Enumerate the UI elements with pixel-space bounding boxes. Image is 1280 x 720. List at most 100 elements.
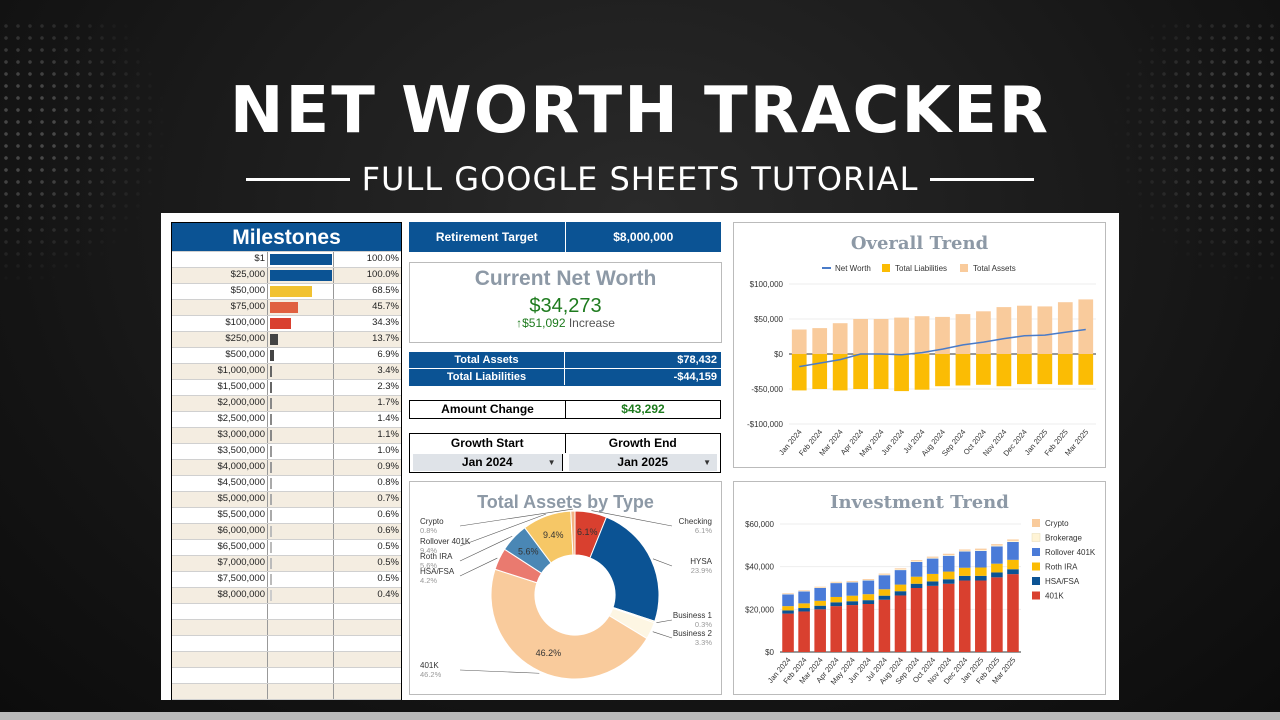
bar-brokerage xyxy=(942,554,955,556)
milestone-percent: 2.3% xyxy=(377,381,399,392)
bar-brokerage xyxy=(975,549,987,551)
bar-total-assets xyxy=(1016,305,1032,354)
amount-change-value: $43,292 xyxy=(621,402,665,416)
milestone-progress-bar xyxy=(270,510,272,521)
bar-roth-ira xyxy=(991,563,1003,573)
milestone-amount: $1 xyxy=(172,252,268,267)
milestone-row: $5,500,000 0.6% xyxy=(172,507,401,523)
milestone-progress xyxy=(268,444,334,459)
milestone-amount xyxy=(172,684,268,699)
growth-start-label: Growth Start xyxy=(410,434,566,453)
leader-line xyxy=(459,508,573,527)
y-tick-label: $60,000 xyxy=(745,520,774,529)
milestone-row: $1,000,000 3.4% xyxy=(172,363,401,379)
y-tick-label: $0 xyxy=(774,350,783,359)
milestone-percent: 100.0% xyxy=(366,253,399,264)
bar-hsa-fsa xyxy=(878,595,891,600)
bar-401k xyxy=(958,580,971,652)
bar-brokerage xyxy=(862,579,875,581)
legend-label: Brokerage xyxy=(1045,534,1082,543)
milestones-rows: $1 100.0% $25,000 100.0% $50,000 68.5% $75,000… xyxy=(172,251,401,700)
bar-crypto xyxy=(894,568,907,570)
milestone-row: $2,000,000 1.7% xyxy=(172,395,401,411)
milestone-progress-bar xyxy=(270,558,272,569)
bar-hsa-fsa xyxy=(846,601,859,606)
milestone-progress xyxy=(268,396,334,411)
milestone-progress xyxy=(268,556,334,571)
bottom-strip xyxy=(0,712,1280,720)
milestone-progress xyxy=(268,284,334,299)
milestone-amount: $1,500,000 xyxy=(172,380,268,395)
bar-rollover-401k xyxy=(1007,541,1019,560)
bar-total-assets xyxy=(832,323,848,354)
milestone-progress-bar xyxy=(270,526,272,537)
bar-total-assets xyxy=(873,319,889,354)
bar-401k xyxy=(894,595,907,652)
slice-pct-label: 4.2% xyxy=(420,576,437,585)
milestone-amount xyxy=(172,668,268,683)
milestone-progress-bar xyxy=(270,414,272,425)
bar-rollover-401k xyxy=(942,555,955,572)
milestone-percent: 34.3% xyxy=(372,317,399,328)
milestone-percent xyxy=(334,604,401,619)
bar-crypto xyxy=(910,560,923,562)
milestone-percent: 1.1% xyxy=(377,429,399,440)
milestone-progress xyxy=(268,588,334,603)
slice-pct-label: 5.6% xyxy=(420,561,437,570)
milestone-progress xyxy=(268,668,334,683)
milestone-progress xyxy=(268,268,334,283)
bar-hsa-fsa xyxy=(910,583,923,588)
milestone-row: $3,500,000 1.0% xyxy=(172,443,401,459)
milestone-percent: 0.7% xyxy=(377,493,399,504)
bar-crypto xyxy=(975,548,987,550)
y-tick-label: $20,000 xyxy=(745,605,774,614)
legend-label: Rollover 401K xyxy=(1045,548,1096,557)
totals-box: Total Assets $78,432 Total Liabilities -… xyxy=(409,352,721,386)
milestone-row: $75,000 45.7% xyxy=(172,299,401,315)
bar-401k xyxy=(798,611,810,652)
milestone-progress-bar xyxy=(270,574,272,585)
chevron-down-icon: ▼ xyxy=(547,458,556,467)
bar-401k xyxy=(814,609,826,652)
bar-hsa-fsa xyxy=(991,572,1003,578)
legend-label: Total Assets xyxy=(973,264,1016,273)
milestone-progress-bar xyxy=(270,270,332,281)
leader-line xyxy=(459,557,498,577)
milestone-row: $250,000 13.7% xyxy=(172,331,401,347)
milestone-progress-bar xyxy=(270,462,272,473)
arrow-up-icon: ↑ xyxy=(516,316,523,330)
milestone-amount: $2,000,000 xyxy=(172,396,268,411)
bar-hsa-fsa xyxy=(798,608,810,612)
bar-total-assets xyxy=(1037,306,1053,354)
subtitle-rule-right xyxy=(930,177,1035,181)
milestone-percent: 0.6% xyxy=(377,525,399,536)
bar-rollover-401k xyxy=(878,575,891,590)
milestone-progress-bar xyxy=(270,430,272,441)
bar-roth-ira xyxy=(910,576,923,584)
slice-401k xyxy=(490,568,648,680)
bar-total-assets xyxy=(1057,302,1073,354)
growth-start-dropdown[interactable]: Jan 2024 ▼ xyxy=(413,454,563,471)
y-tick-label: $40,000 xyxy=(745,563,774,572)
milestone-amount: $3,500,000 xyxy=(172,444,268,459)
slice-value-label: 46.2% xyxy=(536,648,562,658)
bar-roth-ira xyxy=(830,596,843,603)
milestone-amount: $25,000 xyxy=(172,268,268,283)
bar-total-liabilities xyxy=(1037,354,1053,385)
growth-end-dropdown[interactable]: Jan 2025 ▼ xyxy=(568,454,717,471)
bar-brokerage xyxy=(830,582,843,584)
bar-total-liabilities xyxy=(976,354,991,385)
bar-hsa-fsa xyxy=(862,600,875,604)
milestone-percent: 0.4% xyxy=(377,589,399,600)
investment-trend-title: Investment Trend xyxy=(830,492,1009,513)
legend-label: HSA/FSA xyxy=(1045,577,1080,586)
legend-label: 401K xyxy=(1045,592,1064,601)
page-subtitle: FULL GOOGLE SHEETS TUTORIAL xyxy=(361,160,919,198)
bar-rollover-401k xyxy=(830,583,843,597)
milestone-progress xyxy=(268,428,334,443)
subtitle-rule-left xyxy=(245,177,350,181)
bar-total-assets xyxy=(935,316,950,354)
slice-name-label: 401K xyxy=(420,661,439,670)
bar-roth-ira xyxy=(942,571,955,580)
milestone-row: $1,500,000 2.3% xyxy=(172,379,401,395)
